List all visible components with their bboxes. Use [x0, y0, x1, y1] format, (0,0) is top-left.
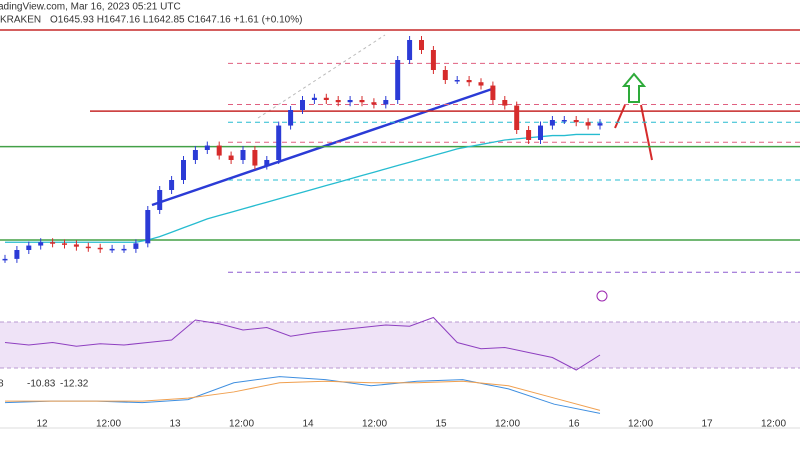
candle-body: [573, 120, 579, 123]
forecast-line: [640, 104, 653, 161]
x-tick-label: 12:00: [628, 419, 653, 430]
candle-body: [145, 210, 151, 244]
candle-body: [526, 130, 532, 140]
macd-label: -10.83: [27, 379, 56, 390]
candle-body: [466, 80, 472, 83]
exchange-label: KRAKEN: [0, 15, 41, 26]
candle-body: [228, 155, 234, 160]
up-arrow: [621, 72, 647, 103]
candle-body: [323, 97, 329, 100]
moving-average: [5, 133, 600, 243]
candle-body: [38, 242, 44, 246]
candle-body: [395, 60, 401, 100]
macd-label: -12.32: [60, 379, 89, 390]
candle-body: [26, 245, 32, 250]
x-tick-label: 16: [568, 419, 580, 430]
x-tick-label: 12:00: [495, 419, 520, 430]
candle-body: [204, 145, 210, 150]
x-tick-label: 12:00: [229, 419, 254, 430]
candle-body: [73, 244, 79, 247]
x-tick-label: 13: [169, 419, 181, 430]
candle-body: [14, 250, 20, 259]
candle-body: [549, 120, 555, 126]
candle-body: [276, 125, 282, 160]
x-tick-label: 14: [302, 419, 314, 430]
ohlc-label: O1645.93 H1647.16 L1642.85 C1647.16 +1.6…: [50, 15, 302, 26]
candle-body: [62, 243, 67, 245]
x-tick-label: 12:00: [761, 419, 786, 430]
x-tick-label: 15: [435, 419, 447, 430]
rsi-line: [4, 316, 601, 371]
candle-body: [383, 100, 389, 105]
candle-body: [407, 40, 413, 60]
candle-body: [490, 85, 496, 100]
x-tick-label: 17: [701, 419, 713, 430]
candle-body: [454, 80, 460, 82]
candle-body: [121, 248, 127, 251]
candle-body: [585, 122, 591, 126]
x-tick-label: 12:00: [362, 419, 387, 430]
forecast-line: [614, 104, 626, 129]
candle-body: [347, 100, 353, 103]
candle-body: [371, 102, 377, 105]
candle-body: [2, 258, 8, 261]
candle-body: [478, 82, 484, 86]
candle-body: [359, 100, 365, 103]
candle-body: [538, 125, 543, 140]
candle-body: [300, 100, 305, 110]
candle-body: [419, 40, 424, 50]
candle-body: [109, 248, 115, 251]
candle-body: [169, 180, 175, 190]
candle-body: [442, 70, 448, 80]
candle-body: [50, 242, 56, 244]
candle-body: [85, 246, 91, 249]
x-tick-label: 12: [36, 419, 48, 430]
candle-body: [311, 97, 317, 100]
macd-line: [5, 380, 601, 411]
rsi-band: [0, 322, 800, 368]
candle-body: [561, 120, 567, 122]
candle-body: [335, 100, 341, 103]
candle-body: [181, 160, 186, 180]
candle-body: [502, 100, 508, 106]
candle-body: [597, 123, 603, 126]
candle-body: [216, 145, 222, 156]
event-icon: [596, 290, 608, 302]
candle-body: [133, 243, 139, 249]
measure-line: [257, 34, 386, 119]
candle-body: [192, 150, 198, 160]
candle-body: [157, 190, 163, 210]
source-label: adingView.com, Mar 16, 2023 05:21 UTC: [0, 2, 181, 13]
candle-body: [252, 150, 258, 166]
candle-body: [240, 150, 246, 160]
candle-body: [288, 110, 294, 126]
candle-body: [264, 160, 270, 166]
candle-body: [514, 105, 520, 130]
candle-body: [430, 50, 436, 70]
x-tick-label: 12:00: [96, 419, 121, 430]
candle-body: [97, 247, 103, 250]
macd-label: 8: [0, 379, 4, 390]
